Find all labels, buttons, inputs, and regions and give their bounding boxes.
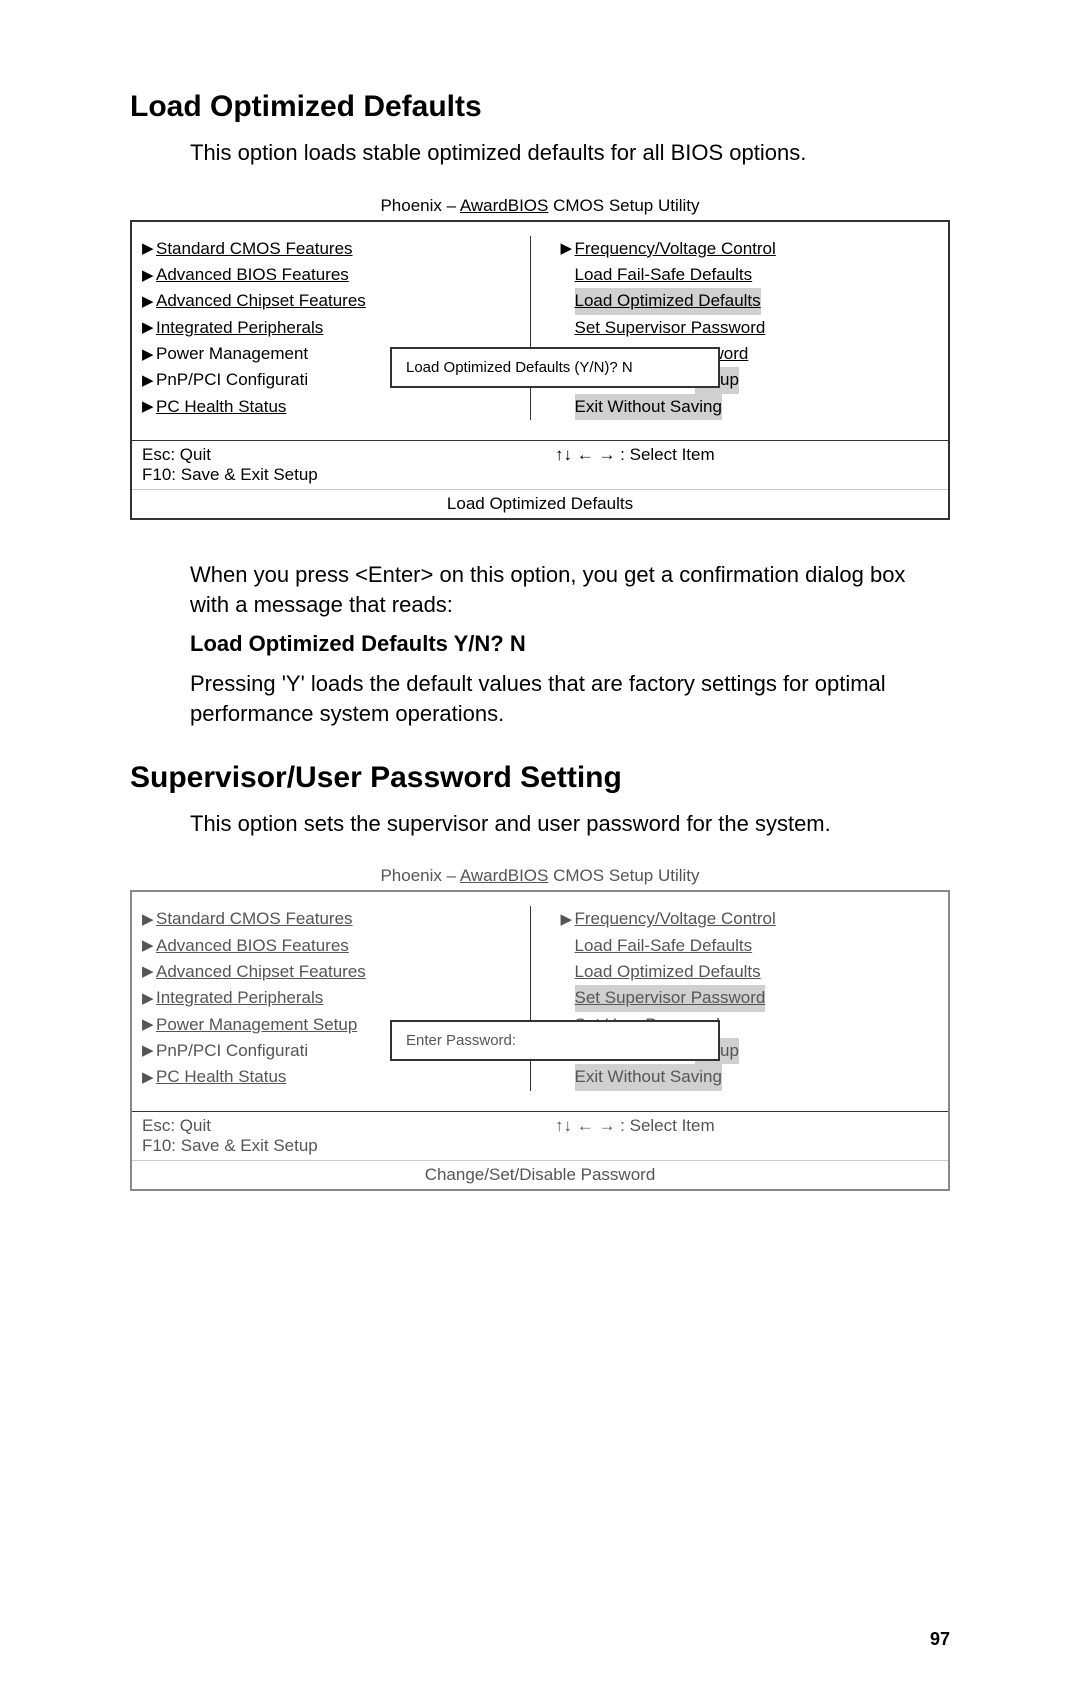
bios-menu-item: ▶Standard CMOS Features [142, 906, 520, 932]
bios-menu-label: Advanced BIOS Features [156, 933, 349, 959]
bios-menu-item: Set Supervisor Password [561, 985, 939, 1011]
triangle-icon [561, 290, 575, 313]
bios-dialog-2: Enter Password: [390, 1020, 720, 1061]
bios-footer-keys-2: Esc: Quit F10: Save & Exit Setup ↑↓ ← → … [132, 1112, 948, 1160]
bios-menu-item: ▶Advanced BIOS Features [142, 262, 520, 288]
bios-menu-label: Integrated Peripherals [156, 315, 323, 341]
bios-menu-item: Load Optimized Defaults [561, 288, 939, 314]
heading-supervisor-password: Supervisor/User Password Setting [130, 761, 950, 795]
bios-menu-label: Advanced BIOS Features [156, 262, 349, 288]
bios-footer-label-1: Load Optimized Defaults [132, 489, 948, 518]
bios-menu-label: Integrated Peripherals [156, 985, 323, 1011]
bios-menu-item: Exit Without Saving [561, 394, 939, 420]
bios-left-col-2: ▶Standard CMOS Features▶Advanced BIOS Fe… [142, 906, 531, 1090]
heading-load-optimized: Load Optimized Defaults [130, 90, 950, 124]
bios-menu-label: Standard CMOS Features [156, 906, 353, 932]
bios-menu-item: Set Supervisor Password [561, 315, 939, 341]
bios-menu-label: Power Management [156, 341, 308, 367]
triangle-icon [561, 934, 575, 957]
triangle-icon: ▶ [142, 1066, 156, 1089]
triangle-icon: ▶ [142, 264, 156, 287]
triangle-icon: ▶ [142, 1013, 156, 1036]
bios-menu-label: Load Optimized Defaults [575, 959, 761, 985]
bios-menu-label: Load Fail-Safe Defaults [575, 262, 753, 288]
triangle-icon: ▶ [561, 237, 575, 260]
bios-menu-item: ▶Integrated Peripherals [142, 315, 520, 341]
bios-right-col-1: ▶Frequency/Voltage Control Load Fail-Saf… [531, 236, 939, 420]
triangle-icon: ▶ [142, 290, 156, 313]
para-1: When you press <Enter> on this option, y… [190, 560, 950, 619]
bios-screenshot-2: Phoenix – AwardBIOS CMOS Setup Utility ▶… [130, 866, 950, 1190]
bios-menu-label: PC Health Status [156, 1064, 286, 1090]
triangle-icon: ▶ [142, 1039, 156, 1062]
intro-text-1: This option loads stable optimized defau… [190, 138, 950, 168]
triangle-icon: ▶ [142, 987, 156, 1010]
bios-menu-label: Advanced Chipset Features [156, 288, 366, 314]
bios-menu-label: Frequency/Voltage Control [575, 236, 776, 262]
prompt-text: Load Optimized Defaults Y/N? N [190, 629, 950, 659]
triangle-icon [561, 395, 575, 418]
bios-menu-item: Load Fail-Safe Defaults [561, 933, 939, 959]
bios-left-col-1: ▶Standard CMOS Features▶Advanced BIOS Fe… [142, 236, 531, 420]
bios-menu-item: Load Fail-Safe Defaults [561, 262, 939, 288]
bios-menu-label: Standard CMOS Features [156, 236, 353, 262]
bios-menu-item: ▶PC Health Status [142, 1064, 520, 1090]
intro-text-2: This option sets the supervisor and user… [190, 809, 950, 839]
triangle-icon [561, 960, 575, 983]
triangle-icon: ▶ [142, 960, 156, 983]
bios-menu-label: Advanced Chipset Features [156, 959, 366, 985]
triangle-icon [561, 1066, 575, 1089]
bios-title-1: Phoenix – AwardBIOS CMOS Setup Utility [130, 196, 950, 216]
bios-menu-item: Exit Without Saving [561, 1064, 939, 1090]
triangle-icon [561, 316, 575, 339]
bios-menu-label: PnP/PCI Configurati [156, 1038, 308, 1064]
bios-menu-label: Load Optimized Defaults [575, 288, 761, 314]
bios-menu-label: PnP/PCI Configurati [156, 367, 308, 393]
bios-menu-item: ▶Standard CMOS Features [142, 236, 520, 262]
bios-title-2: Phoenix – AwardBIOS CMOS Setup Utility [130, 866, 950, 886]
bios-footer-label-2: Change/Set/Disable Password [132, 1160, 948, 1189]
bios-menu-item: ▶Frequency/Voltage Control [561, 236, 939, 262]
bios-menu-item: ▶Frequency/Voltage Control [561, 906, 939, 932]
bios-menu-label: Set Supervisor Password [575, 315, 766, 341]
bios-menu-label: Frequency/Voltage Control [575, 906, 776, 932]
triangle-icon: ▶ [142, 237, 156, 260]
bios-menu-item: ▶Integrated Peripherals [142, 985, 520, 1011]
triangle-icon: ▶ [142, 395, 156, 418]
bios-menu-label: Power Management Setup [156, 1012, 357, 1038]
triangle-icon: ▶ [561, 908, 575, 931]
bios-menu-label: Load Fail-Safe Defaults [575, 933, 753, 959]
page-number: 97 [930, 1629, 950, 1650]
bios-menu-label: Set Supervisor Password [575, 985, 766, 1011]
bios-menu-item: ▶Advanced Chipset Features [142, 288, 520, 314]
bios-menu-label: Exit Without Saving [575, 1064, 722, 1090]
triangle-icon [561, 264, 575, 287]
triangle-icon: ▶ [142, 369, 156, 392]
bios-menu-item: ▶PC Health Status [142, 394, 520, 420]
bios-menu-item: Load Optimized Defaults [561, 959, 939, 985]
para-2: Pressing 'Y' loads the default values th… [190, 669, 950, 728]
bios-menu-label: PC Health Status [156, 394, 286, 420]
bios-footer-keys-1: Esc: Quit F10: Save & Exit Setup ↑↓ ← → … [132, 441, 948, 489]
bios-menu-item: ▶Advanced BIOS Features [142, 933, 520, 959]
bios-dialog-1: Load Optimized Defaults (Y/N)? N [390, 347, 720, 388]
triangle-icon: ▶ [142, 343, 156, 366]
triangle-icon: ▶ [142, 316, 156, 339]
bios-right-col-2: ▶Frequency/Voltage Control Load Fail-Saf… [531, 906, 939, 1090]
bios-menu-label: Exit Without Saving [575, 394, 722, 420]
bios-menu-item: ▶Advanced Chipset Features [142, 959, 520, 985]
triangle-icon: ▶ [142, 934, 156, 957]
triangle-icon [561, 987, 575, 1010]
triangle-icon: ▶ [142, 908, 156, 931]
bios-screenshot-1: Phoenix – AwardBIOS CMOS Setup Utility ▶… [130, 196, 950, 520]
